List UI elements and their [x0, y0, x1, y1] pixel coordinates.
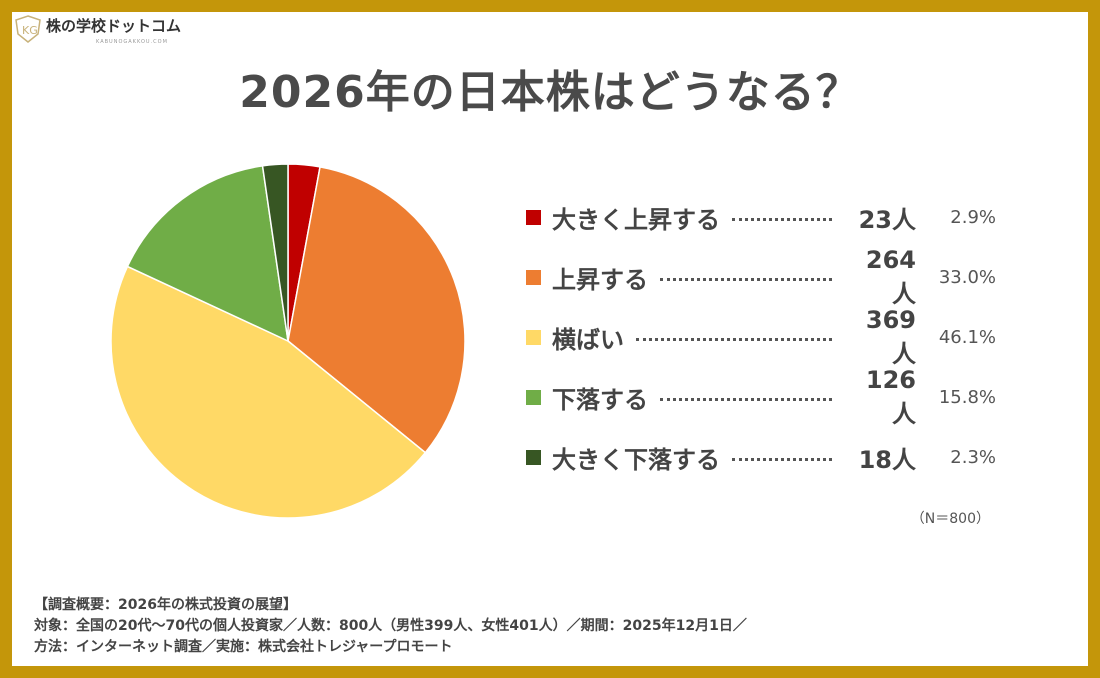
survey-footer: 【調査概要：2026年の株式投資の展望】 対象：全国の20代～70代の個人投資家… — [34, 595, 747, 658]
legend-percent: 33.0% — [938, 266, 996, 288]
legend-label: 上昇する — [552, 265, 648, 294]
legend-label: 横ばい — [552, 325, 624, 354]
footer-line: 【調査概要：2026年の株式投資の展望】 — [34, 597, 297, 613]
logo-subtext: KABUNOGAKKOU.COM — [96, 39, 168, 45]
footer-line: 対象：全国の20代～70代の個人投資家／人数：800人（男性399人、女性401… — [34, 618, 747, 634]
legend-swatch — [526, 389, 541, 405]
pie-slice — [261, 163, 289, 342]
legend-item: 横ばい 369人 46.1% — [526, 306, 996, 368]
legend-swatch — [526, 329, 541, 345]
legend-percent: 2.3% — [950, 446, 996, 468]
legend-label: 大きく上昇する — [552, 205, 720, 234]
legend-item: 大きく下落する 18人 2.3% — [526, 437, 996, 477]
legend-count: 18人 — [858, 445, 916, 474]
legend-label: 下落する — [552, 385, 648, 414]
leader-dots — [660, 397, 832, 401]
legend-item: 大きく上昇する 23人 2.9% — [526, 197, 996, 237]
legend-swatch — [526, 209, 541, 225]
legend-swatch — [526, 449, 541, 465]
legend-count: 23人 — [858, 205, 916, 234]
legend-count: 126人 — [865, 365, 916, 428]
legend-percent: 15.8% — [938, 386, 996, 408]
legend-label: 大きく下落する — [552, 445, 720, 474]
legend-item: 下落する 126人 15.8% — [526, 366, 996, 428]
legend-swatch — [526, 269, 541, 285]
chart-title: 2026年の日本株はどうなる？ — [239, 67, 861, 118]
pie-slice — [110, 265, 427, 519]
logo-text: 株の学校ドットコム — [46, 17, 182, 35]
shield-logo-icon: KG — [15, 15, 41, 43]
svg-text:KG: KG — [22, 24, 38, 37]
leader-dots — [660, 277, 832, 281]
legend-count: 264人 — [865, 245, 916, 308]
legend-percent: 2.9% — [950, 206, 996, 228]
pie-slice — [126, 164, 289, 343]
legend-percent: 46.1% — [938, 326, 996, 348]
legend-item: 上昇する 264人 33.0% — [526, 246, 996, 308]
pie-slice — [287, 166, 466, 454]
leader-dots — [732, 457, 832, 461]
legend-count: 369人 — [865, 305, 916, 368]
leader-dots — [732, 217, 832, 221]
leader-dots — [636, 337, 832, 341]
sample-size: （N＝800） — [910, 511, 990, 527]
footer-line: 方法：インターネット調査／実施：株式会社トレジャープロモート — [34, 639, 453, 655]
